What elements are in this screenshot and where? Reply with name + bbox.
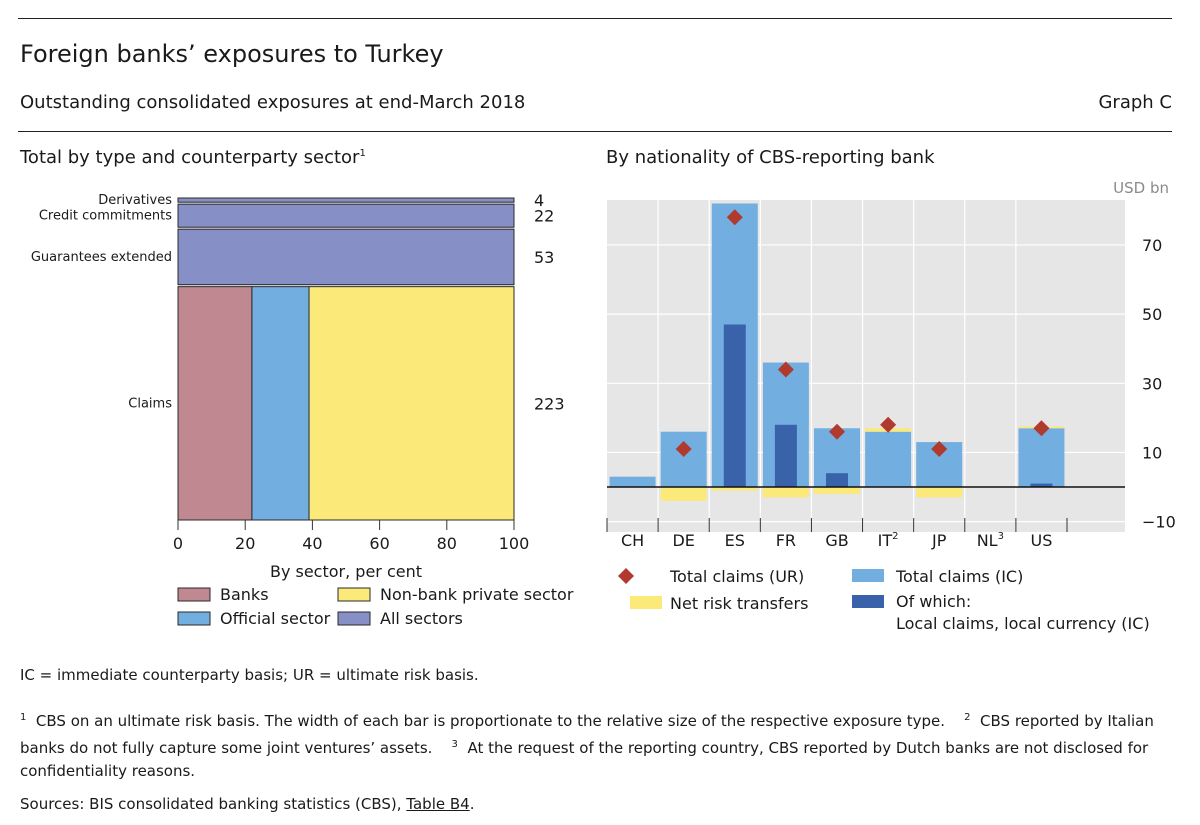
page-title: Foreign banks’ exposures to Turkey [20,40,444,68]
x-tick-label: DE [672,531,694,550]
sources-note: Sources: BIS consolidated banking statis… [20,795,475,813]
legend-label: Net risk transfers [670,594,808,613]
bar-net-risk [660,487,707,501]
x-tick-label: 60 [369,534,389,553]
x-tick-label: GB [825,531,848,550]
bar-total-ic [609,476,656,488]
row-total-label: 53 [534,248,554,267]
x-tick-label: 40 [302,534,322,553]
y-tick-label: 70 [1142,236,1162,255]
marker-total-ur [829,423,845,440]
marker-total-ur [1033,420,1050,437]
mekko-segment [308,286,515,521]
x-tick-sup: 2 [892,531,898,542]
mekko-segment [251,286,310,521]
marker-total-ur [880,416,897,433]
bar-net-risk [762,487,809,498]
bar-net-risk [711,487,758,491]
x-tick-label: US [1031,531,1053,550]
row-label: Derivatives [98,193,172,208]
legend-label: All sectors [380,609,463,628]
row-label: Guarantees extended [31,250,172,265]
legend-swatch [177,611,211,626]
legend-swatch [337,611,371,626]
y-tick-label: 50 [1142,305,1162,324]
table-b4-link[interactable]: Table B4 [406,795,470,813]
bar-local-claims [1030,483,1053,488]
header-rule [18,131,1172,132]
marker-total-ur [726,209,743,226]
graph-id: Graph C [1098,92,1172,113]
y-tick-label: −10 [1142,513,1176,532]
x-tick-label: CH [621,531,644,550]
x-tick-label: 20 [235,534,255,553]
legend-swatch-ic [852,569,884,582]
x-tick-label: 80 [437,534,457,553]
bar-local-claims [723,324,746,488]
marker-total-ur [777,361,794,378]
x-tick-label: NL3 [977,531,1004,550]
right-panel-title: By nationality of CBS-reporting bank [606,147,935,168]
abbrev-note: IC = immediate counterparty basis; UR = … [20,666,479,684]
legend-label: Official sector [220,609,331,628]
legend-label: Local claims, local currency (IC) [896,614,1150,633]
bar-net-risk [916,487,963,498]
footnotes: 1 CBS on an ultimate risk basis. The wid… [20,712,1154,780]
legend-label: Total claims (UR) [669,567,804,586]
left-panel-title: Total by type and counterparty sector1 [20,147,366,168]
legend-swatch-ur [618,568,634,584]
legend-label: Non-bank private sector [380,585,574,604]
bar-total-ic [660,431,707,488]
row-label: Credit commitments [39,209,172,224]
marker-total-ur [675,441,692,457]
legend-swatch [337,587,371,602]
y-tick-label: 30 [1142,374,1162,393]
marker-total-ur [931,441,948,457]
x-axis-label: By sector, per cent [270,562,422,581]
top-rule [18,18,1172,19]
mekko-segment [177,203,515,228]
bar-total-ic [1018,428,1065,488]
row-total-label: 22 [534,207,554,226]
x-tick-label: JP [931,531,947,550]
x-tick-label: ES [725,531,745,550]
mekko-segment [177,228,515,286]
x-tick-label: IT2 [878,531,899,550]
x-tick-label: 0 [173,534,183,553]
bar-local-claims [826,473,848,488]
legend-label: Total claims (IC) [895,567,1023,586]
bar-total-ic [865,431,912,488]
row-label: Claims [128,396,172,411]
legend-swatch-net [630,596,662,609]
unit-label: USD bn [1113,179,1169,197]
legend-swatch [177,587,211,602]
legend-swatch-local [852,595,884,608]
row-total-label: 223 [534,394,565,413]
page-subtitle: Outstanding consolidated exposures at en… [20,92,526,113]
x-tick-label: FR [776,531,796,550]
mekko-segment [177,286,253,521]
row-total-label: 4 [534,191,544,210]
y-tick-label: 10 [1142,443,1162,462]
left-chart: Derivatives 4 Credit commitments 22 Guarante… [31,191,574,628]
bar-local-claims [774,424,797,488]
x-tick-sup: 3 [998,531,1004,542]
x-tick-label: 100 [499,534,530,553]
bar-net-risk [814,487,860,494]
legend-label: Banks [220,585,269,604]
mekko-segment [177,197,515,203]
legend-label: Of which: [896,592,971,611]
